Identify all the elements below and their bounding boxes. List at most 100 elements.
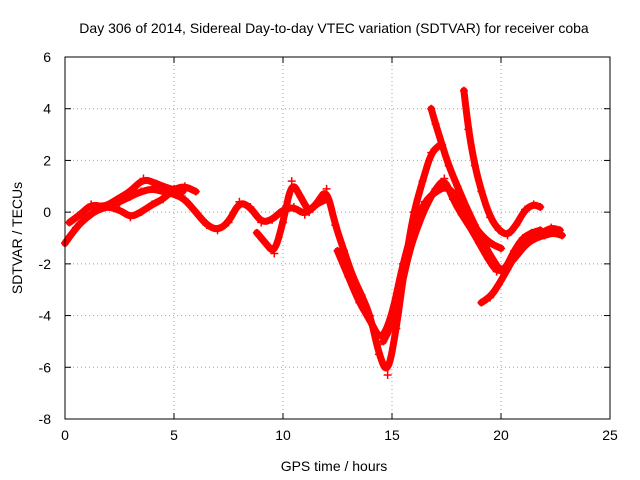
axis-ticks [64, 56, 611, 420]
data-point [148, 200, 157, 209]
data-point [344, 272, 353, 281]
data-point [113, 195, 122, 204]
data-point [388, 321, 396, 330]
y-tick-label: 2 [43, 152, 51, 168]
data-point [503, 265, 512, 274]
data-point [477, 298, 486, 307]
x-tick-label: 0 [61, 427, 69, 443]
data-point [170, 184, 178, 193]
data-point [65, 218, 74, 227]
x-tick-label: 10 [275, 427, 291, 443]
data-point [300, 210, 309, 219]
data-point [494, 280, 503, 289]
data-point [431, 184, 440, 193]
data-point [512, 249, 521, 258]
data-point [252, 228, 261, 237]
data-point [427, 148, 436, 157]
data-point [159, 195, 168, 204]
grid-lines [65, 57, 610, 419]
series-trail [65, 176, 187, 226]
data-point [235, 197, 244, 206]
data-point [459, 86, 468, 95]
data-point [520, 236, 529, 245]
data-point [453, 182, 462, 191]
data-point [470, 221, 479, 230]
data-point [202, 221, 211, 230]
data-point [520, 205, 529, 214]
data-point [139, 174, 148, 183]
data-point [470, 161, 479, 170]
data-point [87, 200, 96, 209]
data-point [224, 218, 233, 227]
data-point [486, 293, 495, 302]
data-point [191, 187, 200, 196]
data-point [464, 125, 473, 134]
data-point [126, 187, 135, 196]
data-point [148, 184, 157, 193]
data-point [191, 208, 200, 217]
y-tick-label: -2 [39, 256, 52, 272]
data-point [137, 187, 146, 196]
y-tick-labels: -8 -6 -4 -2 0 2 4 6 [39, 49, 52, 427]
data-point [279, 218, 287, 227]
data-point [538, 228, 547, 237]
data-point [366, 316, 375, 325]
data-point [392, 324, 401, 333]
data-point [457, 210, 466, 219]
data-point [180, 182, 189, 191]
data-point [529, 200, 538, 209]
data-point [305, 208, 314, 217]
data-point [405, 246, 414, 255]
data-point [503, 231, 512, 240]
x-axis-label: GPS time / hours [281, 458, 388, 474]
data-point [418, 177, 427, 186]
data-point [547, 223, 556, 232]
data-point [261, 239, 270, 248]
data-point [431, 120, 440, 129]
series-trail [334, 184, 505, 340]
x-tick-label: 15 [384, 427, 400, 443]
x-tick-labels: 0 5 10 15 20 25 [61, 427, 618, 443]
data-point [180, 195, 189, 204]
data-point [71, 223, 80, 232]
data-point [488, 254, 497, 263]
y-tick-label: 6 [43, 49, 51, 65]
data-point [438, 140, 447, 149]
data-point [427, 104, 436, 113]
data-point [477, 187, 486, 196]
data-point [115, 205, 124, 214]
y-tick-label: -8 [39, 411, 52, 427]
series-trail [477, 225, 564, 307]
data-point [213, 226, 222, 235]
data-point [331, 221, 340, 230]
data-point [355, 298, 364, 307]
data-point [494, 226, 503, 235]
data-point [104, 202, 113, 211]
data-point [268, 215, 277, 224]
data-point [414, 221, 423, 230]
data-point [126, 213, 135, 222]
data-point [396, 285, 405, 294]
data-point [462, 202, 471, 211]
data-point [374, 350, 383, 359]
series-trail [253, 141, 444, 372]
x-tick-label: 20 [493, 427, 509, 443]
data-point [322, 184, 331, 193]
data-point [333, 246, 342, 255]
data-point [287, 177, 296, 186]
y-tick-label: -4 [39, 308, 52, 324]
data-point [555, 226, 564, 235]
plot-frame [64, 56, 611, 420]
data-point [529, 231, 538, 240]
y-tick-label: 0 [43, 204, 51, 220]
x-tick-label: 5 [170, 427, 178, 443]
data-series [61, 86, 567, 380]
data-point [296, 192, 305, 201]
data-point [270, 249, 279, 258]
data-point [449, 195, 458, 204]
y-tick-label: 4 [43, 101, 51, 117]
data-point [257, 218, 266, 227]
y-axis-label: SDTVAR / TECUs [9, 182, 25, 294]
x-tick-label: 25 [602, 427, 618, 443]
